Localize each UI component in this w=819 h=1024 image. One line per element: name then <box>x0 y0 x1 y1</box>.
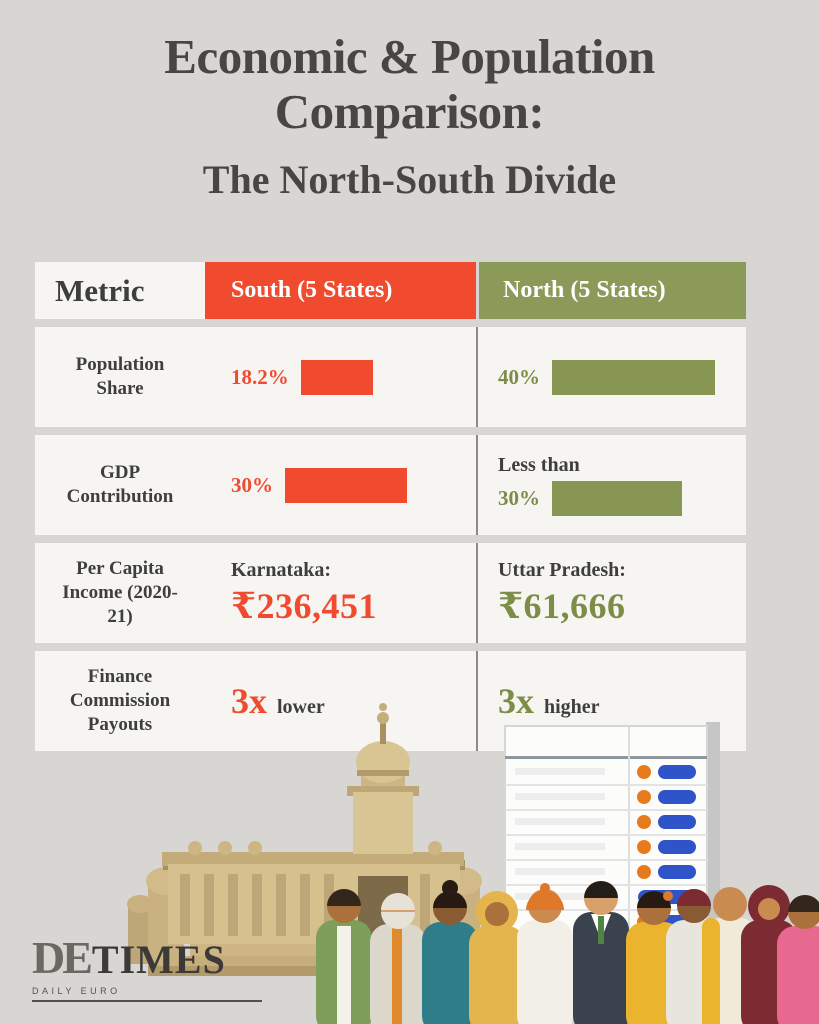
north-income-state: Uttar Pradesh: <box>498 559 626 581</box>
south-gdp-value: 30% <box>231 472 273 497</box>
table-row-gdp-contribution: GDP Contribution 30% Less than 30% <box>35 435 746 535</box>
south-income-amount: ₹236,451 <box>231 586 378 626</box>
metric-label: Per Capita Income (2020-21) <box>35 543 205 643</box>
north-gdp-bar <box>552 481 682 516</box>
south-payout-multiplier: 3x <box>231 681 267 721</box>
bottom-illustration <box>127 703 819 1024</box>
south-gdp-bar <box>285 467 407 503</box>
south-population-value: 18.2% <box>231 364 289 389</box>
south-value-cell: 18.2% <box>205 327 476 427</box>
south-income-state: Karnataka: <box>231 559 331 581</box>
page-title-line2: Comparison: <box>274 83 545 139</box>
metric-label: Population Share <box>35 327 205 427</box>
people-illustration <box>316 880 819 1024</box>
south-value-cell: 3x lower <box>205 651 476 751</box>
north-column-header: North (5 States) <box>476 262 746 319</box>
north-payout-multiplier: 3x <box>498 681 534 721</box>
north-value-cell: 40% <box>476 327 746 427</box>
south-value-cell: Karnataka: ₹236,451 <box>205 543 476 643</box>
metric-label: GDP Contribution <box>35 435 205 535</box>
north-population-bar <box>552 359 715 395</box>
logo-rule <box>32 1000 262 1002</box>
north-income-amount: ₹61,666 <box>498 586 626 626</box>
publisher-logo: DE TIMES DAILY EURO <box>32 931 262 1002</box>
page-subtitle: The North-South Divide <box>202 156 617 202</box>
south-population-bar <box>300 359 373 395</box>
north-population-value: 40% <box>498 364 540 389</box>
metric-label: Finance Commission Payouts <box>35 651 205 751</box>
north-gdp-qualifier: Less than <box>498 454 580 476</box>
logo-wordmark: TIMES <box>91 937 226 982</box>
metric-column-header: Metric <box>35 262 205 319</box>
south-payout-word: lower <box>277 696 325 718</box>
page-title: Economic & Population Comparison: <box>0 29 819 140</box>
comparison-table: Metric South (5 States) North (5 States)… <box>35 262 746 759</box>
title-block: Economic & Population Comparison: The No… <box>0 0 819 203</box>
table-header-row: Metric South (5 States) North (5 States) <box>35 262 746 319</box>
south-column-header: South (5 States) <box>205 262 476 319</box>
table-row-per-capita-income: Per Capita Income (2020-21) Karnataka: ₹… <box>35 543 746 643</box>
page-title-line1: Economic & Population <box>164 29 655 84</box>
south-value-cell: 30% <box>205 435 476 535</box>
north-payout-word: higher <box>544 696 600 718</box>
north-value-cell: Uttar Pradesh: ₹61,666 <box>476 543 746 643</box>
table-row-population-share: Population Share 18.2% 40% <box>35 327 746 427</box>
logo-monogram: DE <box>32 932 93 983</box>
north-value-cell: Less than 30% <box>476 435 746 535</box>
logo-tagline: DAILY EURO <box>32 986 121 996</box>
north-gdp-value: 30% <box>498 486 540 510</box>
